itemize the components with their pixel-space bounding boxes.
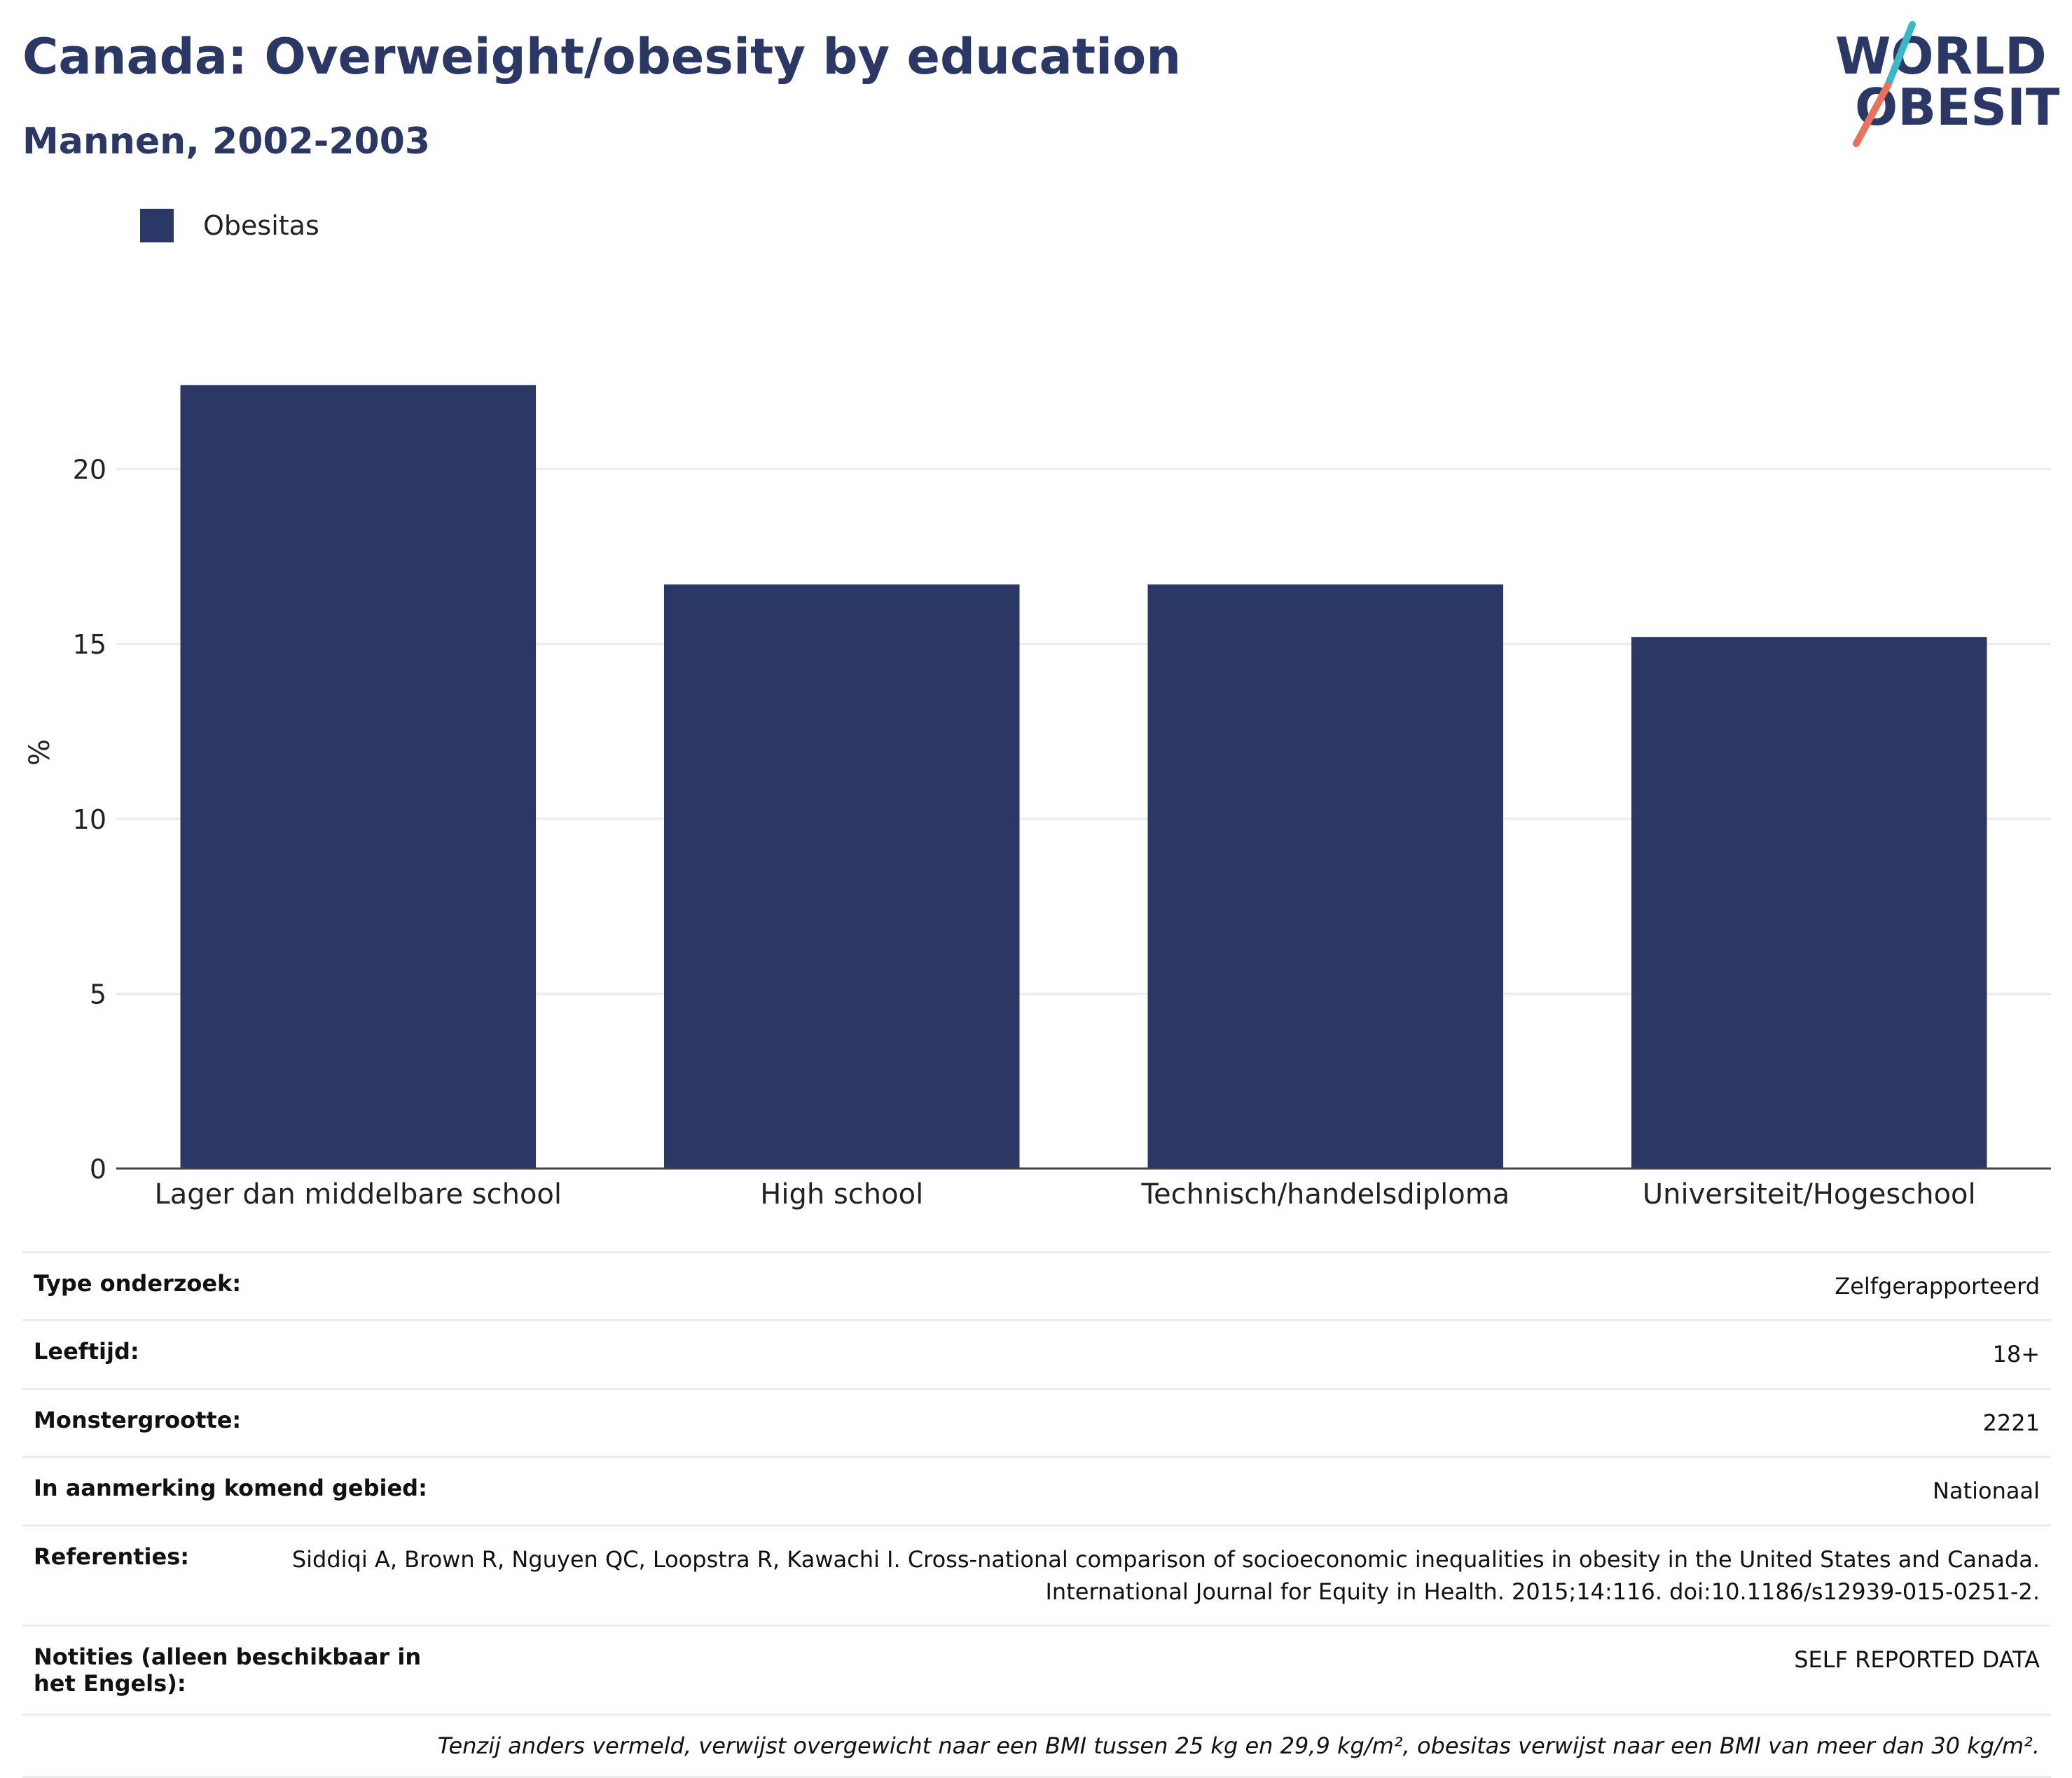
info-label: Notities (alleen beschikbaar in het Enge… — [34, 1643, 422, 1697]
info-row: Monstergrootte: 2221 — [22, 1387, 2051, 1456]
bar-chart: 0 5 10 15 20% Lager dan middelbare school High… — [24, 385, 2051, 1211]
logo-slash-teal — [1884, 21, 1916, 89]
info-label: Monstergrootte: — [34, 1406, 242, 1433]
info-row: In aanmerking komend gebied: Nationaal — [22, 1456, 2051, 1524]
y-axis-label: % — [24, 739, 56, 766]
y-tick-label: 10 — [73, 804, 106, 835]
legend-swatch-obesitas — [140, 209, 174, 242]
x-tick-label: Technisch/handelsdiploma — [1140, 1178, 1510, 1211]
info-row: Referenties: Siddiqi A, Brown R, Nguyen Q… — [22, 1524, 2051, 1625]
logo-slash-coral — [1853, 82, 1891, 147]
legend-label-obesitas: Obesitas — [203, 210, 319, 241]
bar — [1147, 584, 1504, 1169]
x-tick-label: Lager dan middelbare school — [154, 1178, 562, 1211]
world-obesity-logo: WORLD OBESITY — [1835, 21, 2059, 147]
y-tick-label: 0 — [90, 1154, 106, 1185]
info-value: 2221 — [1982, 1409, 2040, 1436]
bar — [180, 385, 537, 1169]
info-row: Type onderzoek: Zelfgerapporteerd — [22, 1251, 2051, 1319]
chart-legend: Obesitas — [140, 209, 319, 242]
x-tick-label: High school — [760, 1178, 923, 1211]
y-tick-label: 5 — [90, 979, 106, 1009]
info-value: Nationaal — [1933, 1477, 2040, 1505]
info-table: Type onderzoek: Zelfgerapporteerd Leeftijd… — [22, 1251, 2051, 1778]
bmi-footnote: Tenzij anders vermeld, verwijst overgewi… — [22, 1714, 2051, 1778]
y-tick-label: 15 — [73, 629, 106, 660]
info-value: Zelfgerapporteerd — [1835, 1273, 2040, 1300]
info-value: Siddiqi A, Brown R, Nguyen QC, Loopstra … — [291, 1545, 2040, 1605]
info-value: SELF REPORTED DATA — [1794, 1646, 2040, 1674]
info-row: Leeftijd: 18+ — [22, 1319, 2051, 1387]
info-label: Type onderzoek: — [34, 1270, 242, 1297]
page-title: Canada: Overweight/obesity by education — [22, 28, 1182, 85]
info-row: Notities (alleen beschikbaar in het Enge… — [22, 1625, 2051, 1714]
info-value: 18+ — [1992, 1341, 2040, 1368]
page-subtitle: Mannen, 2002-2003 — [22, 120, 431, 163]
y-tick-label: 20 — [73, 455, 106, 485]
x-tick-label: Universiteit/Hogeschool — [1643, 1178, 1976, 1211]
logo-line1: WORLD — [1835, 27, 2047, 85]
info-label: Leeftijd: — [34, 1338, 139, 1365]
info-label: Referenties: — [34, 1543, 190, 1570]
bar — [1631, 637, 1987, 1169]
info-label: In aanmerking komend gebied: — [34, 1475, 427, 1502]
bar — [663, 584, 1020, 1169]
